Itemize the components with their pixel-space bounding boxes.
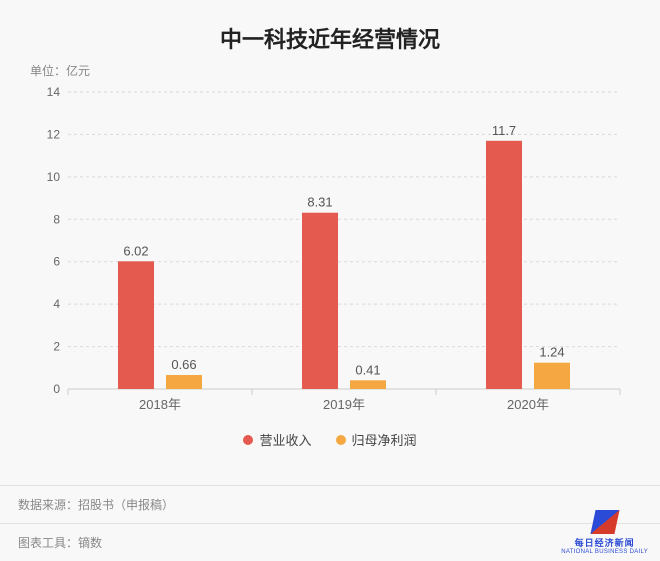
tool-value: 镝数 [78,536,102,550]
bar-value-label: 1.24 [539,345,564,360]
legend-swatch [336,435,346,445]
category-label: 2020年 [507,397,549,412]
brand-name: 每日经济新闻 [561,536,648,549]
legend-item: 归母净利润 [336,430,417,449]
svg-text:0: 0 [53,382,60,396]
svg-text:6: 6 [53,255,60,269]
svg-text:14: 14 [47,85,61,99]
unit-label: 单位：亿元 [30,62,90,79]
bar [350,380,386,389]
source-label: 数据来源： [18,498,78,512]
svg-text:2: 2 [53,340,60,354]
svg-text:8: 8 [53,212,60,226]
tool-label: 图表工具： [18,536,78,550]
bar-chart-svg: 0 2 4 6 8 10 12 14 6.02 0.66 2018年 8.31 0.41 2019年 11.… [30,82,630,417]
chart-title: 中一科技近年经营情况 [0,0,660,54]
footer: 数据来源：招股书（申报稿） 图表工具：镝数 每日经济新闻 NATIONAL BU… [0,485,660,561]
svg-text:4: 4 [53,297,60,311]
bar-value-label: 8.31 [307,195,332,210]
chart-tool-row: 图表工具：镝数 每日经济新闻 NATIONAL BUSINESS DAILY [0,523,660,561]
brand-sub: NATIONAL BUSINESS DAILY [561,549,648,555]
brand-logo: 每日经济新闻 NATIONAL BUSINESS DAILY [561,510,648,555]
legend: 营业收入 归母净利润 [0,430,660,449]
bar [486,141,522,389]
legend-swatch [243,435,253,445]
chart-area: 0 2 4 6 8 10 12 14 6.02 0.66 2018年 8.31 0.41 2019年 11.… [30,82,630,417]
bar [166,375,202,389]
bar-value-label: 6.02 [123,243,148,258]
category-label: 2019年 [323,397,365,412]
category-label: 2018年 [139,397,181,412]
bar-value-label: 0.66 [171,357,196,372]
chart-card: 中一科技近年经营情况 单位：亿元 0 2 4 6 8 10 12 14 6.02 0.66 2018… [0,0,660,561]
svg-text:10: 10 [47,170,61,184]
legend-label: 营业收入 [259,430,311,449]
source-value: 招股书（申报稿） [78,498,174,512]
legend-item: 营业收入 [243,430,311,449]
legend-label: 归母净利润 [352,430,417,449]
bar [302,213,338,389]
bar [534,363,570,389]
bar-value-label: 0.41 [355,362,380,377]
bar [118,261,154,389]
bar-value-label: 11.7 [492,123,516,138]
brand-logo-icon [590,510,619,534]
svg-text:12: 12 [47,127,61,141]
